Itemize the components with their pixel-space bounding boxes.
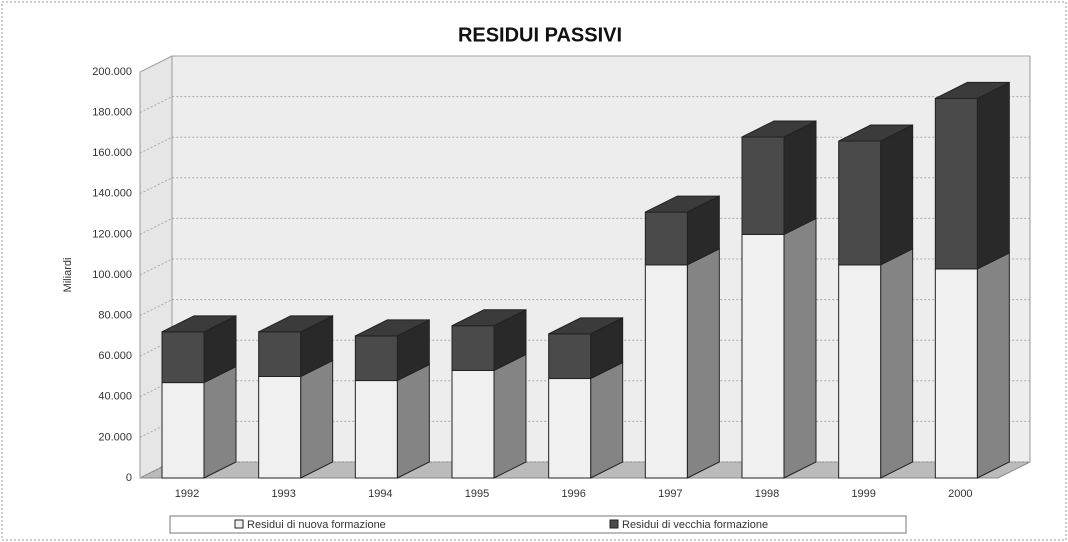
bar-top: [935, 81, 1010, 99]
y-tick-label: 80.000: [98, 310, 132, 322]
bar-side: [880, 124, 914, 266]
chart-title: RESIDUI PASSIVI: [458, 24, 622, 46]
y-tick-label: 120.000: [92, 228, 132, 240]
bar: [161, 331, 205, 384]
bar: [934, 97, 978, 270]
x-tick-label: 1992: [175, 488, 199, 500]
bar: [838, 264, 882, 479]
bar: [644, 264, 688, 479]
bar: [451, 325, 495, 371]
bar-side: [686, 248, 720, 479]
bar-side: [493, 353, 527, 479]
bar-side: [783, 120, 817, 236]
bar-top: [838, 124, 913, 142]
bar-top: [548, 317, 623, 335]
bar-side: [783, 217, 817, 479]
y-tick-label: 100.000: [92, 269, 132, 281]
y-tick-label: 0: [126, 472, 132, 484]
bar: [548, 333, 592, 380]
y-tick-label: 20.000: [98, 431, 132, 443]
bar: [644, 211, 688, 266]
legend: [169, 515, 907, 534]
y-tick-label: 60.000: [98, 350, 132, 362]
bar-top: [161, 315, 237, 333]
y-tick-label: 200.000: [92, 66, 132, 78]
bar: [548, 378, 592, 479]
legend-swatch: [609, 519, 619, 529]
x-tick-label: 1994: [368, 488, 392, 500]
bar-top: [645, 195, 720, 213]
y-tick-label: 140.000: [92, 188, 132, 200]
bar: [258, 376, 302, 479]
bar: [354, 335, 398, 382]
y-axis-label: Miliardi: [62, 258, 74, 293]
x-tick-label: 2000: [948, 488, 972, 500]
bar-top: [258, 315, 333, 333]
bar: [258, 331, 302, 377]
bar-top: [355, 319, 430, 337]
bar-side: [396, 363, 430, 479]
bar: [741, 233, 785, 479]
bar-side: [880, 248, 914, 479]
x-tick-label: 1997: [658, 488, 682, 500]
bar-side: [203, 365, 237, 479]
y-tick-label: 160.000: [92, 147, 132, 159]
bar: [451, 369, 495, 479]
bar: [934, 268, 978, 479]
bar-side: [590, 361, 624, 479]
bar-side: [300, 359, 334, 479]
x-tick-label: 1999: [851, 488, 875, 500]
legend-label: Residui di nuova formazione: [247, 519, 386, 531]
bar-top: [741, 120, 817, 138]
bar-top: [451, 309, 527, 327]
y-tick-label: 180.000: [92, 107, 132, 119]
x-tick-label: 1993: [271, 488, 295, 500]
bar: [741, 136, 785, 235]
bar: [838, 140, 882, 266]
x-tick-label: 1998: [755, 488, 779, 500]
bar-side: [976, 252, 1010, 479]
legend-swatch: [234, 519, 244, 529]
legend-label: Residui di vecchia formazione: [622, 519, 768, 531]
bar-side: [976, 81, 1010, 270]
bar: [161, 382, 205, 479]
x-tick-label: 1996: [561, 488, 585, 500]
bar: [354, 380, 398, 479]
y-tick-label: 40.000: [98, 391, 132, 403]
x-tick-label: 1995: [465, 488, 489, 500]
